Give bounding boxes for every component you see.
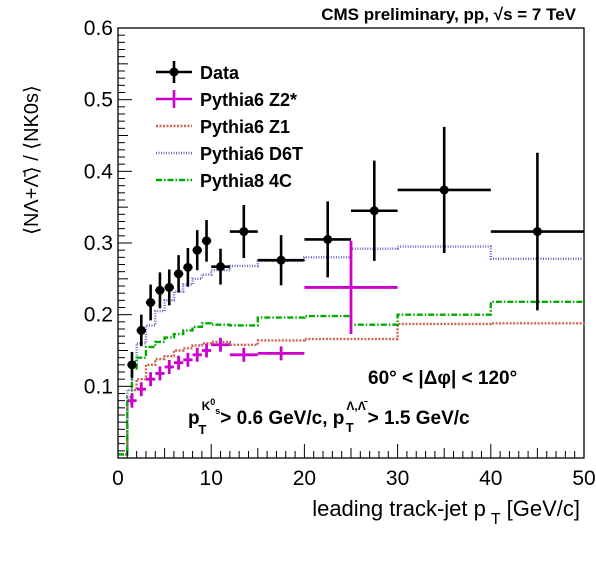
pt-mid: > 0.6 GeV/c, p — [220, 408, 344, 429]
x-tick-label: 20 — [293, 467, 316, 490]
legend-label: Pythia6 Z2* — [200, 90, 297, 110]
marker-dot — [439, 185, 449, 195]
point-data — [145, 284, 156, 321]
legend: Data Pythia6 Z2* Pythia6 Z1 Pythia6 D6T Pyth… — [156, 61, 303, 191]
y-tick-label: 0.2 — [84, 304, 113, 327]
point-data — [136, 314, 146, 347]
legend-label: Pythia8 4C — [200, 171, 292, 191]
point-data — [183, 248, 193, 287]
x-axis-label-sub: T — [491, 511, 501, 528]
point-pythia6-z2 — [183, 352, 193, 367]
point-pythia6-z2 — [201, 343, 212, 358]
marker-dot — [136, 325, 146, 335]
x-tick-label: 40 — [479, 467, 502, 490]
data-points — [127, 126, 584, 408]
point-data — [304, 201, 351, 278]
y-tick-label: 0.3 — [84, 232, 113, 255]
chart-header: CMS preliminary, pp, √s = 7 TeV — [321, 5, 576, 24]
curve-pythia6-z1 — [118, 321, 586, 456]
legend-label: Pythia6 Z1 — [200, 117, 290, 137]
pt-cut-annotation: pK0s T> 0.6 GeV/c, pΛ,Λ̄ T > 1.5 GeV/c — [188, 397, 470, 437]
point-pythia6-z2 — [136, 382, 146, 397]
marker-dot — [532, 227, 542, 237]
series-data — [127, 126, 584, 378]
y-tick-label: 0.4 — [84, 160, 114, 183]
curve-pythia6-d6t — [118, 245, 586, 456]
point-data — [211, 248, 230, 285]
pt-end: > 1.5 GeV/c — [368, 408, 470, 429]
marker-dot — [216, 262, 226, 272]
angle-cut-annotation: 60° < |Δφ| < 120° — [368, 368, 517, 389]
pt-t2: T — [346, 420, 354, 435]
y-tick-label: 0.1 — [84, 375, 113, 398]
x-tick-label: 0 — [112, 467, 124, 490]
marker-dot — [174, 269, 184, 279]
point-data — [397, 126, 491, 254]
legend-label: Pythia6 D6T — [200, 144, 303, 164]
point-pythia6-z2 — [173, 355, 184, 370]
point-pythia6-z2 — [164, 359, 174, 374]
legend-entry-pythia6-z1: Pythia6 Z1 — [156, 117, 290, 137]
legend-entry-data: Data — [156, 61, 240, 83]
legend-entry-pythia8-4c: Pythia8 4C — [156, 171, 292, 191]
marker-dot — [202, 236, 212, 246]
pt-p1: p — [188, 408, 200, 429]
point-data — [257, 235, 305, 286]
point-pythia6-z2 — [229, 347, 258, 362]
marker-dot — [127, 360, 137, 370]
legend-label: Data — [200, 63, 240, 83]
point-data — [164, 269, 174, 306]
marker-dot — [164, 282, 174, 292]
point-data — [173, 255, 184, 293]
point-pythia6-z2 — [211, 337, 230, 352]
marker-dot — [276, 255, 286, 265]
axis-ticks: 0 10 20 30 40 50 0.1 0.2 0.3 0.4 0.5 0.6 — [84, 17, 596, 490]
point-pythia6-z2 — [257, 346, 305, 361]
marker-dot — [155, 285, 165, 295]
marker-dot — [146, 297, 156, 307]
point-pythia6-z2 — [127, 393, 137, 408]
point-data — [192, 230, 202, 271]
x-tick-label: 10 — [200, 467, 223, 490]
point-data — [351, 160, 398, 261]
marker-dot — [183, 262, 193, 272]
point-pythia6-z2 — [145, 372, 156, 387]
legend-entry-pythia6-d6t: Pythia6 D6T — [156, 144, 303, 164]
x-tick-label: 30 — [386, 467, 409, 490]
pt-k0s-sup: K — [202, 399, 211, 413]
point-pythia6-z2 — [155, 366, 165, 381]
x-axis-label-unit: [GeV/c] — [507, 496, 580, 521]
legend-entry-pythia6-z2: Pythia6 Z2* — [156, 90, 297, 110]
point-data — [201, 220, 212, 262]
y-tick-label: 0.5 — [84, 89, 113, 112]
pt-k0s-zero: 0 — [210, 397, 215, 407]
pt-lambda-sup: Λ,Λ̄ — [346, 399, 367, 413]
y-axis-label: ⟨NΛ+Λ̄⟩ / ⟨NK0s⟩ — [21, 85, 43, 235]
marker-dot — [369, 206, 379, 216]
x-axis-label: leading track-jet p T [GeV/c] — [312, 496, 580, 528]
marker-dot — [192, 245, 202, 255]
point-data — [155, 272, 165, 309]
legend-swatch-dot — [169, 67, 179, 77]
point-data — [229, 205, 258, 259]
point-data — [490, 152, 584, 311]
x-tick-label: 50 — [572, 467, 595, 490]
marker-dot — [323, 234, 333, 244]
point-pythia6-z2 — [192, 347, 202, 362]
point-pythia6-z2 — [304, 240, 398, 335]
point-data — [127, 351, 137, 378]
pt-k0s-s: s — [215, 406, 220, 416]
marker-dot — [239, 227, 249, 237]
x-axis-label-main: leading track-jet p — [312, 496, 486, 521]
y-tick-label: 0.6 — [84, 17, 113, 40]
series-pythia6-z2 — [127, 240, 398, 408]
pt-t1: T — [198, 422, 206, 437]
